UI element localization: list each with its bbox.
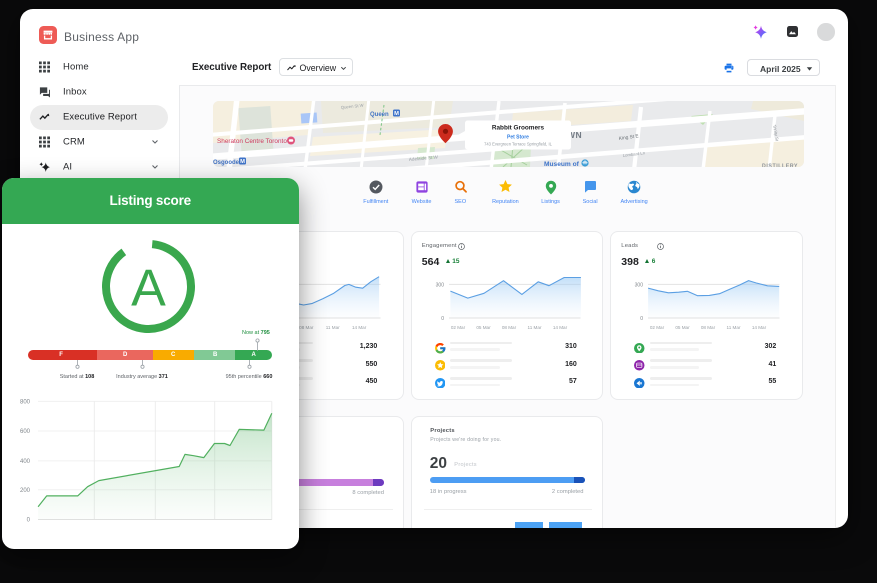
svg-text:400: 400 — [20, 459, 31, 465]
svg-text:0: 0 — [641, 316, 644, 322]
svg-text:300: 300 — [635, 283, 644, 289]
svg-text:11 Mar: 11 Mar — [727, 325, 741, 330]
svg-text:14 Mar: 14 Mar — [553, 325, 568, 330]
svg-text:0: 0 — [27, 518, 31, 524]
svg-text:02 Mar: 02 Mar — [650, 325, 665, 330]
svg-text:Queen: Queen — [370, 112, 389, 118]
svg-text:M: M — [240, 159, 245, 165]
svg-text:11 Mar: 11 Mar — [527, 325, 541, 330]
svg-text:0: 0 — [441, 316, 444, 322]
svg-text:02 Mar: 02 Mar — [451, 325, 466, 330]
svg-text:743 Evergreen Terrace Springfi: 743 Evergreen Terrace Springfield, IL — [484, 142, 552, 147]
svg-text:300: 300 — [435, 283, 444, 289]
svg-text:08 Mar: 08 Mar — [701, 325, 716, 330]
svg-text:08 Mar: 08 Mar — [299, 325, 314, 330]
svg-text:DISTILLERY: DISTILLERY — [762, 164, 798, 168]
svg-text:200: 200 — [20, 488, 31, 494]
svg-text:Museum of: Museum of — [544, 161, 580, 167]
svg-text:14 Mar: 14 Mar — [752, 325, 767, 330]
svg-text:800: 800 — [20, 400, 31, 406]
svg-text:600: 600 — [20, 429, 31, 435]
svg-text:WN: WN — [567, 130, 582, 140]
svg-text:11 Mar: 11 Mar — [326, 325, 340, 330]
svg-text:Queen St W: Queen St W — [341, 103, 364, 110]
svg-text:05 Mar: 05 Mar — [476, 325, 491, 330]
svg-text:14 Mar: 14 Mar — [352, 325, 367, 330]
svg-text:08 Mar: 08 Mar — [502, 325, 517, 330]
svg-text:M: M — [394, 111, 399, 117]
svg-text:Rabbit Groomers: Rabbit Groomers — [492, 125, 545, 132]
svg-text:King St E: King St E — [618, 133, 639, 142]
svg-text:Pet Store: Pet Store — [507, 135, 529, 141]
svg-text:Trinity St: Trinity St — [772, 124, 780, 142]
svg-text:05 Mar: 05 Mar — [676, 325, 691, 330]
svg-text:A: A — [131, 260, 166, 318]
svg-text:Adelaide St W: Adelaide St W — [409, 154, 439, 162]
svg-text:Osgoode: Osgoode — [213, 160, 240, 166]
svg-text:Sheraton Centre Toronto: Sheraton Centre Toronto — [217, 138, 287, 145]
svg-text:Lombard Ln: Lombard Ln — [623, 150, 646, 158]
